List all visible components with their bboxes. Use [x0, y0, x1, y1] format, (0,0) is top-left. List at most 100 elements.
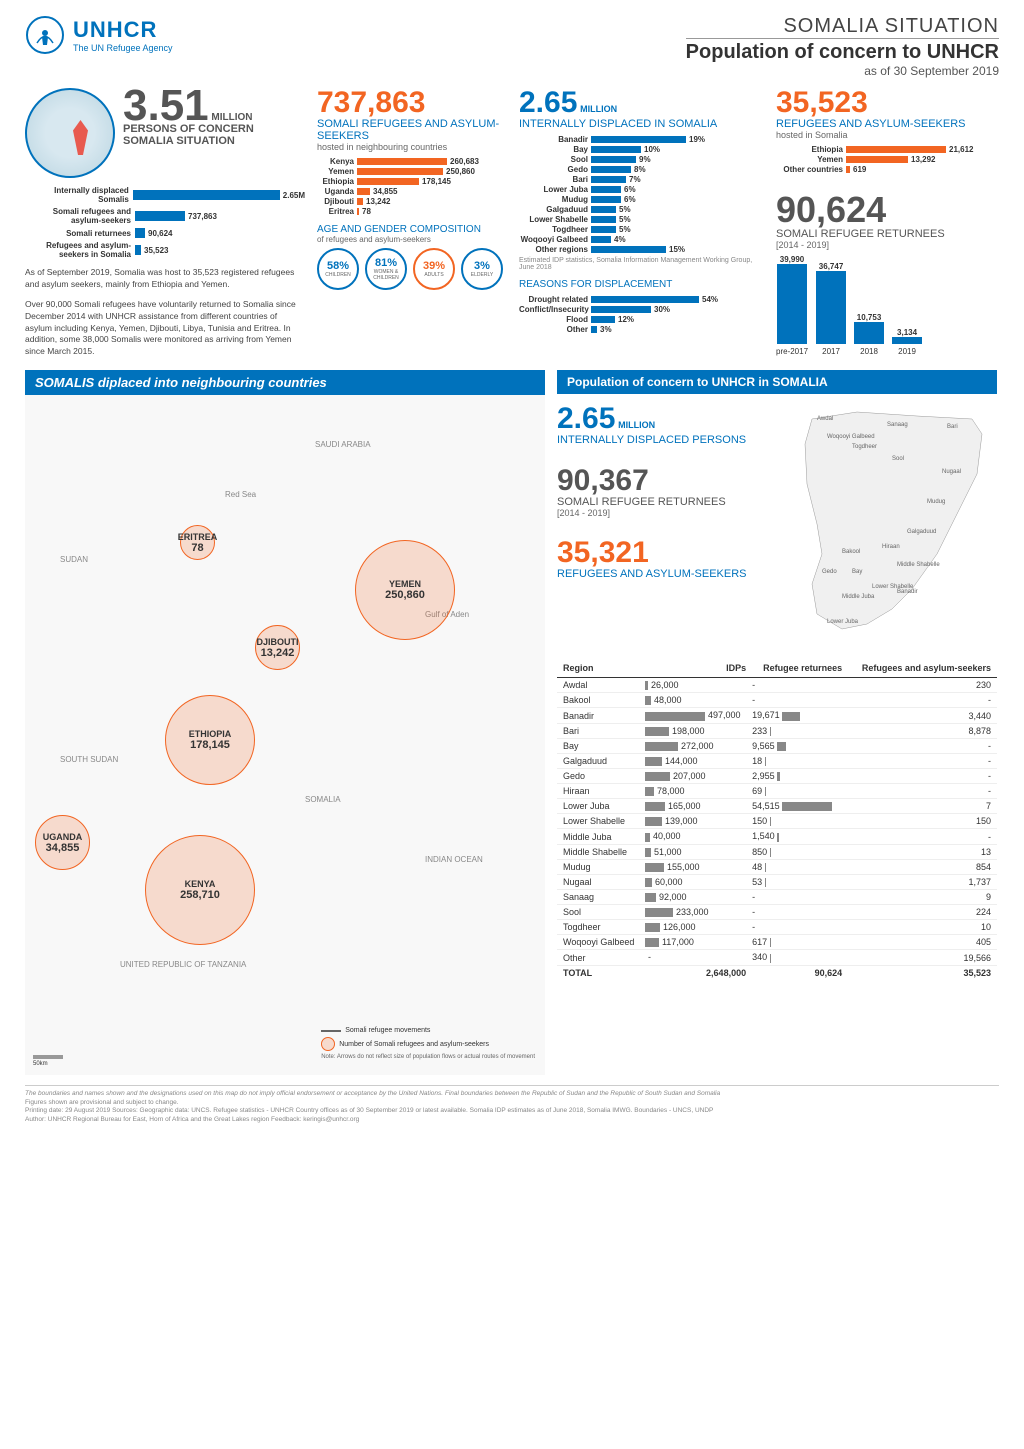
ras-cell: 13	[848, 844, 997, 859]
map-country-label: Red Sea	[225, 490, 256, 499]
table-row: Middle Shabelle 51,000 850 13	[557, 844, 997, 859]
ras-cell: 8,878	[848, 723, 997, 738]
somalia-region-label: Middle Shabelle	[897, 562, 940, 568]
map-bubble: UGANDA 34,855	[35, 815, 90, 870]
region-cell: Galgaduud	[557, 753, 645, 768]
main-stat-label2: SOMALIA SITUATION	[123, 135, 254, 147]
main-stat-label1: PERSONS OF CONCERN	[123, 123, 254, 135]
somalia-map: AwdalWoqooyi GalbeedTogdheerSanaagSoolBa…	[797, 404, 997, 644]
ag-label: ADULTS	[424, 272, 443, 278]
hbar-label: Bay	[519, 145, 591, 154]
ret-bar-col: 10,753 2018	[854, 313, 884, 356]
total-idp: 2,648,000	[645, 965, 752, 980]
hbar-row: Bari 7%	[519, 175, 764, 184]
hbar-label: Ethiopia	[317, 177, 357, 186]
hbar-bar	[591, 226, 616, 233]
hbar-row: Lower Juba 6%	[519, 185, 764, 194]
header: UNHCR The UN Refugee Agency SOMALIA SITU…	[25, 15, 999, 78]
hbar-label: Refugees and asylum-seekers in Somalia	[25, 241, 135, 259]
table-row: Sool 233,000 - 224	[557, 905, 997, 920]
table-row: Bay 272,000 9,565 -	[557, 738, 997, 753]
hbar-bar	[357, 168, 443, 175]
returnees-chart: 39,990 pre-2017 36,747 2017 10,753 2018 …	[776, 256, 996, 356]
ret-cell: -	[752, 889, 848, 904]
table-total-row: TOTAL 2,648,000 90,624 35,523	[557, 965, 997, 980]
hbar-bar	[591, 166, 631, 173]
idp-cell: 233,000	[645, 905, 752, 920]
refugees-sub: hosted in neighbouring countries	[317, 142, 507, 152]
hbar-row: Eritrea 78	[317, 207, 507, 216]
ret-bar	[777, 264, 807, 344]
idp-cell: 78,000	[645, 784, 752, 799]
hbar-value: 13,242	[363, 197, 390, 206]
ret-bar	[892, 337, 922, 344]
rs-ret-title: SOMALI REFUGEE RETURNEES	[557, 496, 777, 508]
ret-value: 10,753	[857, 313, 881, 322]
map-bubble: ERITREA 78	[180, 525, 215, 560]
rs-idp-value: 2.65	[557, 402, 615, 435]
refugees-title: SOMALI REFUGEES AND ASYLUM-SEEKERS	[317, 118, 507, 142]
ret-cell: -	[752, 678, 848, 693]
hbar-bar	[135, 228, 145, 238]
map-country-label: SOUTH SUDAN	[60, 755, 118, 764]
idp-cell: 165,000	[645, 799, 752, 814]
footer-author: Author: UNHCR Regional Bureau for East, …	[25, 1116, 999, 1124]
hbar-row: Other countries 619	[776, 165, 996, 174]
idp-cell: 92,000	[645, 889, 752, 904]
ret-label: 2018	[860, 347, 878, 356]
ras-cell: -	[848, 753, 997, 768]
hbar-label: Drought related	[519, 295, 591, 304]
idp-cell: 272,000	[645, 738, 752, 753]
hbar-value: 619	[850, 165, 866, 174]
somalia-region-label: Togdheer	[852, 444, 877, 450]
map-country-label: INDIAN OCEAN	[425, 855, 483, 864]
hosted-value: 35,523	[776, 88, 996, 118]
hbar-label: Yemen	[776, 155, 846, 164]
ag-title: AGE AND GENDER COMPOSITION	[317, 224, 507, 235]
table-row: Mudug 155,000 48 854	[557, 859, 997, 874]
hbar-label: Somali returnees	[25, 229, 135, 238]
ag-sub: of refugees and asylum-seekers	[317, 235, 507, 244]
ret-label: 2019	[898, 347, 916, 356]
ret-cell: 1,540	[752, 829, 848, 844]
hbar-bar	[357, 188, 370, 195]
table-row: Sanaag 92,000 - 9	[557, 889, 997, 904]
hbar-row: Galgaduud 5%	[519, 205, 764, 214]
section2-title: Population of concern to UNHCR in SOMALI…	[557, 370, 997, 394]
hbar-bar	[591, 176, 626, 183]
rs-idp-unit: MILLION	[618, 420, 655, 430]
ag-circle: 58% CHILDREN	[317, 248, 359, 290]
idp-cell: -	[645, 950, 752, 965]
somalia-region-label: Nugaal	[942, 469, 961, 475]
reasons-chart: Drought related 54% Conflict/Insecurity …	[519, 295, 764, 334]
map-bubble-name: KENYA	[185, 879, 216, 889]
hbar-row: Conflict/Insecurity 30%	[519, 305, 764, 314]
globe-icon	[25, 88, 115, 178]
region-table: RegionIDPsRefugee returneesRefugees and …	[557, 659, 997, 979]
hbar-label: Other countries	[776, 165, 846, 174]
hbar-bar	[591, 136, 686, 143]
stats-row: 3.51 MILLION PERSONS OF CONCERN SOMALIA …	[25, 88, 999, 358]
idp-cell: 198,000	[645, 723, 752, 738]
footer-disclaimer: The boundaries and names shown and the d…	[25, 1090, 999, 1098]
ag-circle: 81% WOMEN & CHILDREN	[365, 248, 407, 290]
hbar-bar	[846, 146, 946, 153]
hbar-row: Woqooyi Galbeed 4%	[519, 235, 764, 244]
region-cell: Bari	[557, 723, 645, 738]
hbar-row: Somali returnees 90,624	[25, 228, 305, 238]
table-row: Middle Juba 40,000 1,540 -	[557, 829, 997, 844]
hbar-label: Other	[519, 325, 591, 334]
ag-pct: 58%	[327, 260, 349, 272]
map-bubble-name: UGANDA	[43, 832, 83, 842]
refugees-value: 737,863	[317, 88, 507, 118]
ret-cell: 54,515	[752, 799, 848, 814]
rs-ras-value: 35,321	[557, 538, 777, 568]
idp-cell: 497,000	[645, 708, 752, 723]
ras-cell: 230	[848, 678, 997, 693]
section1-title: SOMALIS diplaced into neighbouring count…	[25, 370, 545, 395]
idp-cell: 51,000	[645, 844, 752, 859]
footer: The boundaries and names shown and the d…	[25, 1085, 999, 1124]
total-ret: 90,624	[752, 965, 848, 980]
hbar-label: Flood	[519, 315, 591, 324]
hbar-label: Somali refugees and asylum-seekers	[25, 207, 135, 225]
